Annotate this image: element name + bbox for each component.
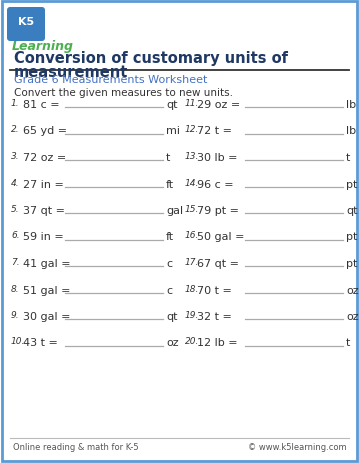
Text: 81 c =: 81 c = [23,100,60,110]
Text: 2.: 2. [11,125,20,134]
Text: gal: gal [166,206,183,216]
Text: 19.: 19. [185,310,199,319]
Text: Grade 6 Measurements Worksheet: Grade 6 Measurements Worksheet [14,75,208,85]
Text: 32 t =: 32 t = [197,311,232,321]
Text: 27 in =: 27 in = [23,179,64,189]
Text: 96 c =: 96 c = [197,179,234,189]
Text: © www.k5learning.com: © www.k5learning.com [248,442,347,451]
Text: 4.: 4. [11,178,20,187]
Text: mi: mi [166,126,180,136]
Text: Conversion of customary units of: Conversion of customary units of [14,51,288,66]
Text: 79 pt =: 79 pt = [197,206,239,216]
Text: t: t [346,338,350,348]
Text: t: t [346,153,350,163]
Text: 5.: 5. [11,205,20,213]
Text: Online reading & math for K-5: Online reading & math for K-5 [13,442,139,451]
Text: K5: K5 [18,17,34,27]
Text: 17.: 17. [185,257,199,266]
Text: lb: lb [346,100,356,110]
Text: 30 gal =: 30 gal = [23,311,70,321]
Text: c: c [166,285,172,295]
Text: 8.: 8. [11,284,20,293]
Text: qt: qt [166,100,177,110]
Text: 41 gal =: 41 gal = [23,258,71,269]
Text: 7.: 7. [11,257,20,266]
Text: c: c [166,258,172,269]
Text: 65 yd =: 65 yd = [23,126,67,136]
Text: pt: pt [346,232,357,242]
FancyBboxPatch shape [7,8,45,42]
Text: 3.: 3. [11,152,20,161]
Text: 11.: 11. [185,99,199,108]
Text: 29 oz =: 29 oz = [197,100,240,110]
Text: 72 oz =: 72 oz = [23,153,66,163]
Text: 16.: 16. [185,231,199,240]
Text: oz: oz [346,285,359,295]
Text: 72 t =: 72 t = [197,126,232,136]
Text: 15.: 15. [185,205,199,213]
Text: 14.: 14. [185,178,199,187]
Text: 12.: 12. [185,125,199,134]
Text: 1.: 1. [11,99,20,108]
Text: 59 in =: 59 in = [23,232,64,242]
Text: 37 qt =: 37 qt = [23,206,65,216]
Text: ft: ft [166,179,174,189]
Text: 6.: 6. [11,231,20,240]
Text: 70 t =: 70 t = [197,285,232,295]
Text: qt: qt [346,206,358,216]
Text: qt: qt [166,311,177,321]
Text: Learning: Learning [12,40,74,53]
Text: 50 gal =: 50 gal = [197,232,244,242]
Text: lb: lb [346,126,356,136]
Text: pt: pt [346,258,357,269]
Text: 30 lb =: 30 lb = [197,153,238,163]
Text: oz: oz [166,338,179,348]
Text: 20.: 20. [185,337,199,346]
Text: 12 lb =: 12 lb = [197,338,238,348]
Text: Convert the given measures to new units.: Convert the given measures to new units. [14,88,233,98]
Text: 9.: 9. [11,310,20,319]
Text: pt: pt [346,179,357,189]
Text: t: t [166,153,171,163]
Text: 67 qt =: 67 qt = [197,258,239,269]
Text: oz: oz [346,311,359,321]
Text: 13.: 13. [185,152,199,161]
Text: 10.: 10. [11,337,25,346]
Text: ft: ft [166,232,174,242]
Text: measurement: measurement [14,65,129,80]
Text: 18.: 18. [185,284,199,293]
Text: 51 gal =: 51 gal = [23,285,70,295]
Text: 43 t =: 43 t = [23,338,58,348]
